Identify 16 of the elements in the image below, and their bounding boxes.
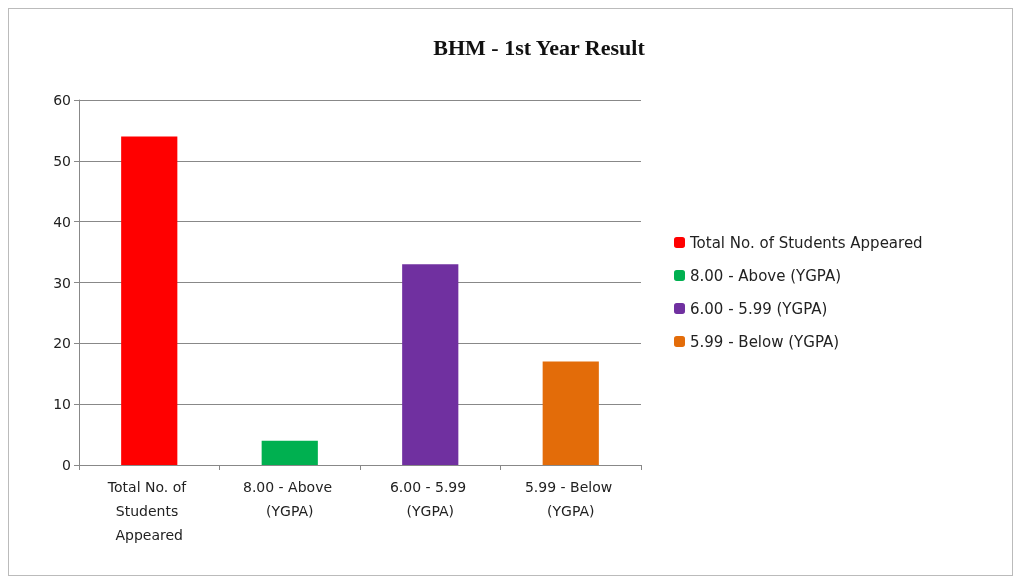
x-tick-label: 8.00 - Above (YGPA) — [242, 479, 337, 519]
x-tick-label: Total No. of Students Appeared — [106, 479, 191, 543]
legend-label: 8.00 - Above (YGPA) — [690, 266, 842, 285]
y-tick-label: 40 — [53, 213, 71, 230]
y-tick-label: 10 — [53, 396, 71, 413]
chart-title: BHM - 1st Year Result — [433, 34, 646, 60]
legend-label: 6.00 - 5.99 (YGPA) — [690, 299, 828, 318]
y-tick-label: 60 — [53, 92, 71, 108]
y-tick-label: 30 — [53, 274, 71, 291]
legend-label: Total No. of Students Appeared — [689, 233, 923, 252]
y-tick-label: 50 — [53, 152, 71, 169]
y-tick-label: 0 — [62, 457, 71, 473]
x-tick-label: 5.99 - Below (YGPA) — [524, 479, 617, 519]
x-tick-label: 6.00 - 5.99 (YGPA) — [389, 479, 471, 519]
y-tick-label: 20 — [53, 335, 71, 352]
legend-label: 5.99 - Below (YGPA) — [690, 332, 840, 351]
